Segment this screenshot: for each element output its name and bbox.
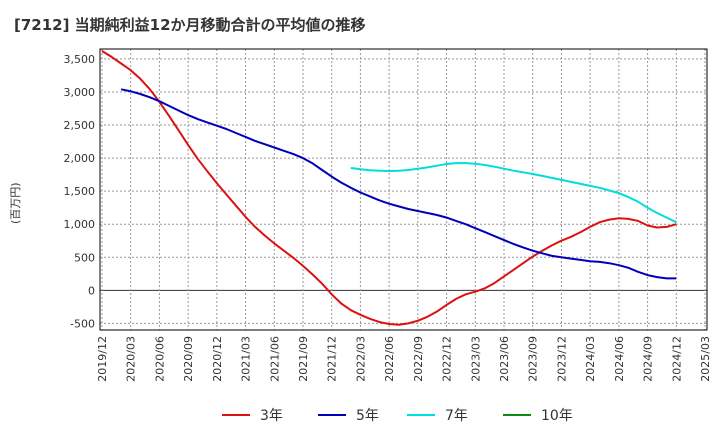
- x-tick-label: 2019/12: [96, 336, 109, 382]
- y-tick-labels: -500 0 500 1,000 1,500 2,000 2,500 3,000 3,500: [64, 53, 96, 330]
- x-tick-label: 2020/06: [153, 336, 166, 382]
- x-tick-label: 2024/03: [584, 336, 597, 382]
- x-tick-label: 2023/12: [555, 336, 568, 382]
- grid-lines: [100, 49, 707, 330]
- x-tick-label: 2021/12: [326, 336, 339, 382]
- y-tick-label: 2,500: [64, 119, 96, 132]
- series-line-0: [101, 50, 677, 326]
- legend-label: 3年: [260, 408, 283, 424]
- y-tick-label: 1,000: [64, 218, 96, 231]
- legend-label: 10年: [541, 408, 573, 424]
- y-tick-label: 3,000: [64, 86, 96, 99]
- y-tick-label: 2,000: [64, 152, 96, 165]
- legend-item: 5年: [318, 402, 379, 428]
- x-tick-label: 2023/03: [469, 336, 482, 382]
- x-tick-label: 2023/06: [498, 336, 511, 382]
- legend-item: 10年: [503, 402, 573, 428]
- legend-item: 7年: [407, 402, 468, 428]
- y-tick-label: 0: [88, 284, 95, 297]
- series-line-1: [120, 88, 677, 280]
- x-tick-label: 2022/03: [354, 336, 367, 382]
- y-tick-label: -500: [70, 317, 95, 330]
- legend: 3年 5年 7年 10年: [0, 402, 720, 428]
- y-tick-label: 3,500: [64, 53, 96, 66]
- x-tick-label: 2024/12: [670, 336, 683, 382]
- x-tick-label: 2020/03: [125, 336, 138, 382]
- legend-label: 7年: [445, 408, 468, 424]
- x-tick-label: 2021/06: [268, 336, 281, 382]
- x-tick-label: 2020/12: [211, 336, 224, 382]
- x-tick-label: 2021/09: [297, 336, 310, 382]
- plot-frame: [99, 48, 708, 331]
- chart-title: [7212] 当期純利益12か月移動合計の平均値の推移: [14, 16, 366, 34]
- legend-swatch: [503, 414, 531, 416]
- y-tick-label: 500: [74, 251, 95, 264]
- series-line-2: [350, 162, 677, 224]
- x-tick-label: 2022/06: [383, 336, 396, 382]
- line-chart: -500 0 500 1,000 1,500 2,000 2,500 3,000 3,500 2…: [64, 48, 712, 382]
- legend-swatch: [407, 414, 435, 416]
- x-tick-label: 2024/09: [642, 336, 655, 382]
- x-tick-label: 2022/12: [441, 336, 454, 382]
- x-tick-label: 2025/03: [699, 336, 712, 382]
- y-tick-label: 1,500: [64, 185, 96, 198]
- series-layer: [101, 50, 677, 326]
- x-tick-label: 2021/03: [240, 336, 253, 382]
- x-tick-label: 2022/09: [412, 336, 425, 382]
- x-tick-labels: 2019/12 2020/03 2020/06 2020/09 2020/12 2021/…: [96, 336, 712, 382]
- x-tick-label: 2020/09: [182, 336, 195, 382]
- legend-item: 3年: [222, 402, 283, 428]
- x-tick-label: 2024/06: [613, 336, 626, 382]
- legend-label: 5年: [356, 408, 379, 424]
- x-tick-label: 2023/09: [527, 336, 540, 382]
- legend-swatch: [222, 414, 250, 416]
- legend-swatch: [318, 414, 346, 416]
